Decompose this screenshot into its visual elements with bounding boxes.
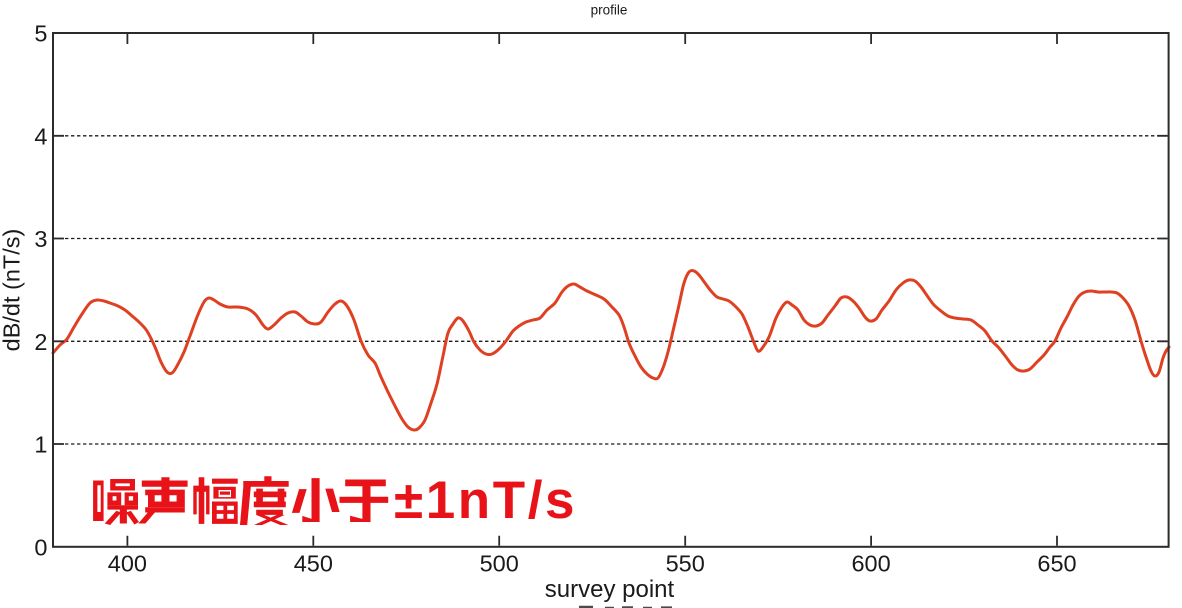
svg-text:4: 4 [34, 123, 47, 149]
svg-text:5: 5 [34, 21, 47, 47]
svg-text:450: 450 [294, 551, 333, 577]
svg-text:2: 2 [34, 329, 47, 355]
svg-text:500: 500 [480, 551, 519, 577]
svg-text:650: 650 [1037, 551, 1076, 577]
svg-text:550: 550 [666, 551, 705, 577]
svg-text:survey point: survey point [545, 576, 675, 603]
svg-text:400: 400 [108, 551, 147, 577]
svg-text:0: 0 [34, 534, 47, 560]
svg-text:±1nT/s: ±1nT/s [394, 471, 577, 530]
svg-text:dB/dt (nT/s): dB/dt (nT/s) [0, 229, 25, 352]
svg-text:profile: profile [591, 3, 628, 18]
svg-text:3: 3 [34, 226, 47, 252]
svg-text:1: 1 [34, 432, 47, 458]
svg-text:600: 600 [851, 551, 890, 577]
